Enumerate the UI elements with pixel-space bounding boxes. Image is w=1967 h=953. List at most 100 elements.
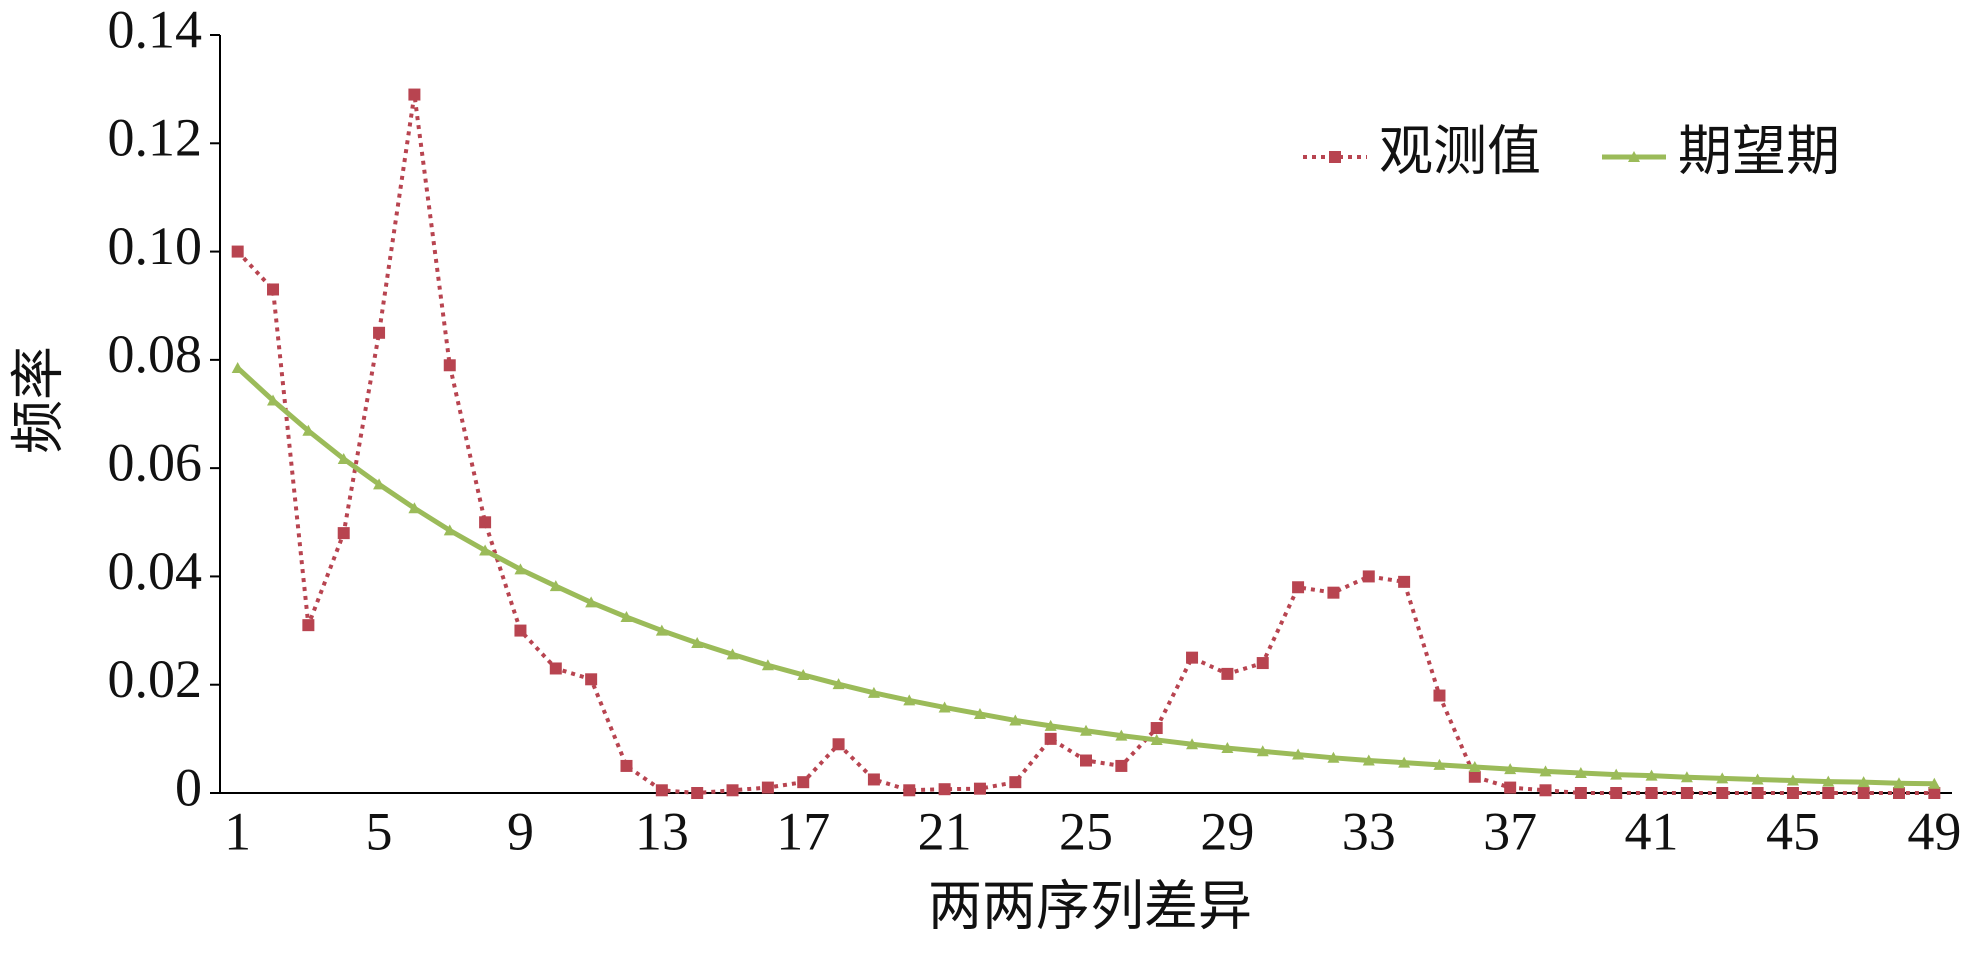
x-tick-label: 25: [1059, 801, 1113, 861]
marker: [761, 781, 774, 794]
marker: [1539, 784, 1552, 797]
marker: [585, 596, 598, 608]
marker: [1786, 774, 1799, 786]
marker: [726, 784, 739, 797]
marker: [1468, 770, 1481, 783]
y-tick-label: 0.14: [108, 0, 203, 59]
x-tick-label: 41: [1625, 801, 1679, 861]
x-tick-label: 9: [507, 801, 534, 861]
marker: [1362, 754, 1375, 766]
marker: [479, 544, 492, 556]
marker: [1822, 787, 1835, 799]
marker: [1680, 771, 1693, 783]
marker: [1256, 657, 1269, 670]
x-tick-label: 29: [1200, 801, 1254, 861]
marker: [1080, 754, 1092, 767]
marker: [938, 701, 951, 713]
marker: [1751, 787, 1764, 799]
marker: [1504, 781, 1517, 794]
marker: [1186, 738, 1199, 750]
marker: [1115, 759, 1128, 772]
marker: [832, 678, 845, 690]
marker: [337, 527, 350, 540]
marker: [1186, 651, 1199, 664]
marker: [1645, 769, 1658, 781]
marker: [1292, 748, 1305, 760]
marker: [1221, 742, 1234, 754]
marker: [655, 624, 668, 636]
y-axis-title: 频率: [8, 346, 68, 454]
y-tick-label: 0.08: [108, 324, 203, 384]
marker: [337, 452, 350, 464]
marker: [1221, 667, 1234, 680]
x-tick-label: 49: [1907, 801, 1961, 861]
x-tick-label: 45: [1766, 801, 1820, 861]
marker: [373, 326, 386, 339]
marker: [514, 563, 527, 575]
marker: [1504, 763, 1517, 775]
x-tick-label: 13: [635, 801, 689, 861]
marker: [1928, 777, 1941, 789]
y-tick-label: 0.12: [108, 108, 203, 168]
marker: [1044, 732, 1057, 745]
marker: [443, 359, 456, 372]
marker: [1716, 772, 1729, 784]
marker: [408, 502, 421, 514]
marker: [1150, 722, 1163, 735]
marker: [1574, 787, 1587, 799]
legend-label: 观测值: [1379, 121, 1541, 181]
marker: [549, 580, 562, 592]
marker: [408, 88, 421, 101]
marker: [1044, 719, 1057, 731]
marker: [1892, 777, 1905, 789]
marker: [479, 516, 492, 529]
legend-marker: [1628, 151, 1640, 162]
marker: [1009, 776, 1022, 789]
marker: [1610, 768, 1623, 780]
marker: [1751, 773, 1764, 785]
marker: [1080, 724, 1092, 736]
marker: [585, 673, 598, 686]
marker: [1009, 714, 1022, 726]
marker: [797, 776, 810, 789]
y-tick-label: 0: [175, 757, 202, 817]
marker: [1468, 761, 1481, 773]
marker: [867, 773, 880, 786]
x-tick-label: 21: [918, 801, 972, 861]
marker: [1645, 787, 1658, 799]
marker: [302, 619, 315, 632]
marker: [1292, 581, 1305, 594]
marker: [1150, 733, 1163, 745]
marker: [655, 784, 668, 797]
legend-label: 期望期: [1678, 121, 1840, 181]
x-tick-label: 5: [366, 801, 393, 861]
marker: [1857, 776, 1870, 788]
marker: [903, 784, 916, 797]
marker: [1610, 787, 1623, 799]
y-tick-label: 0.04: [108, 541, 203, 601]
x-tick-label: 1: [224, 801, 251, 861]
marker: [1398, 756, 1411, 768]
marker: [231, 245, 244, 258]
marker: [903, 694, 916, 706]
marker: [938, 783, 951, 796]
x-tick-label: 37: [1483, 801, 1537, 861]
marker: [1822, 775, 1835, 787]
marker: [1680, 787, 1693, 799]
marker: [1256, 745, 1269, 757]
marker: [973, 707, 986, 719]
y-tick-label: 0.02: [108, 649, 203, 709]
marker: [1115, 729, 1128, 741]
marker: [302, 424, 315, 436]
marker: [1857, 787, 1870, 799]
marker: [1327, 586, 1340, 599]
marker: [1433, 758, 1446, 770]
marker: [761, 659, 774, 671]
y-tick-label: 0.06: [108, 433, 203, 493]
marker: [514, 624, 527, 637]
marker: [726, 648, 739, 660]
x-axis-title: 两两序列差异: [928, 876, 1252, 936]
marker: [373, 478, 386, 490]
marker: [1928, 787, 1941, 799]
